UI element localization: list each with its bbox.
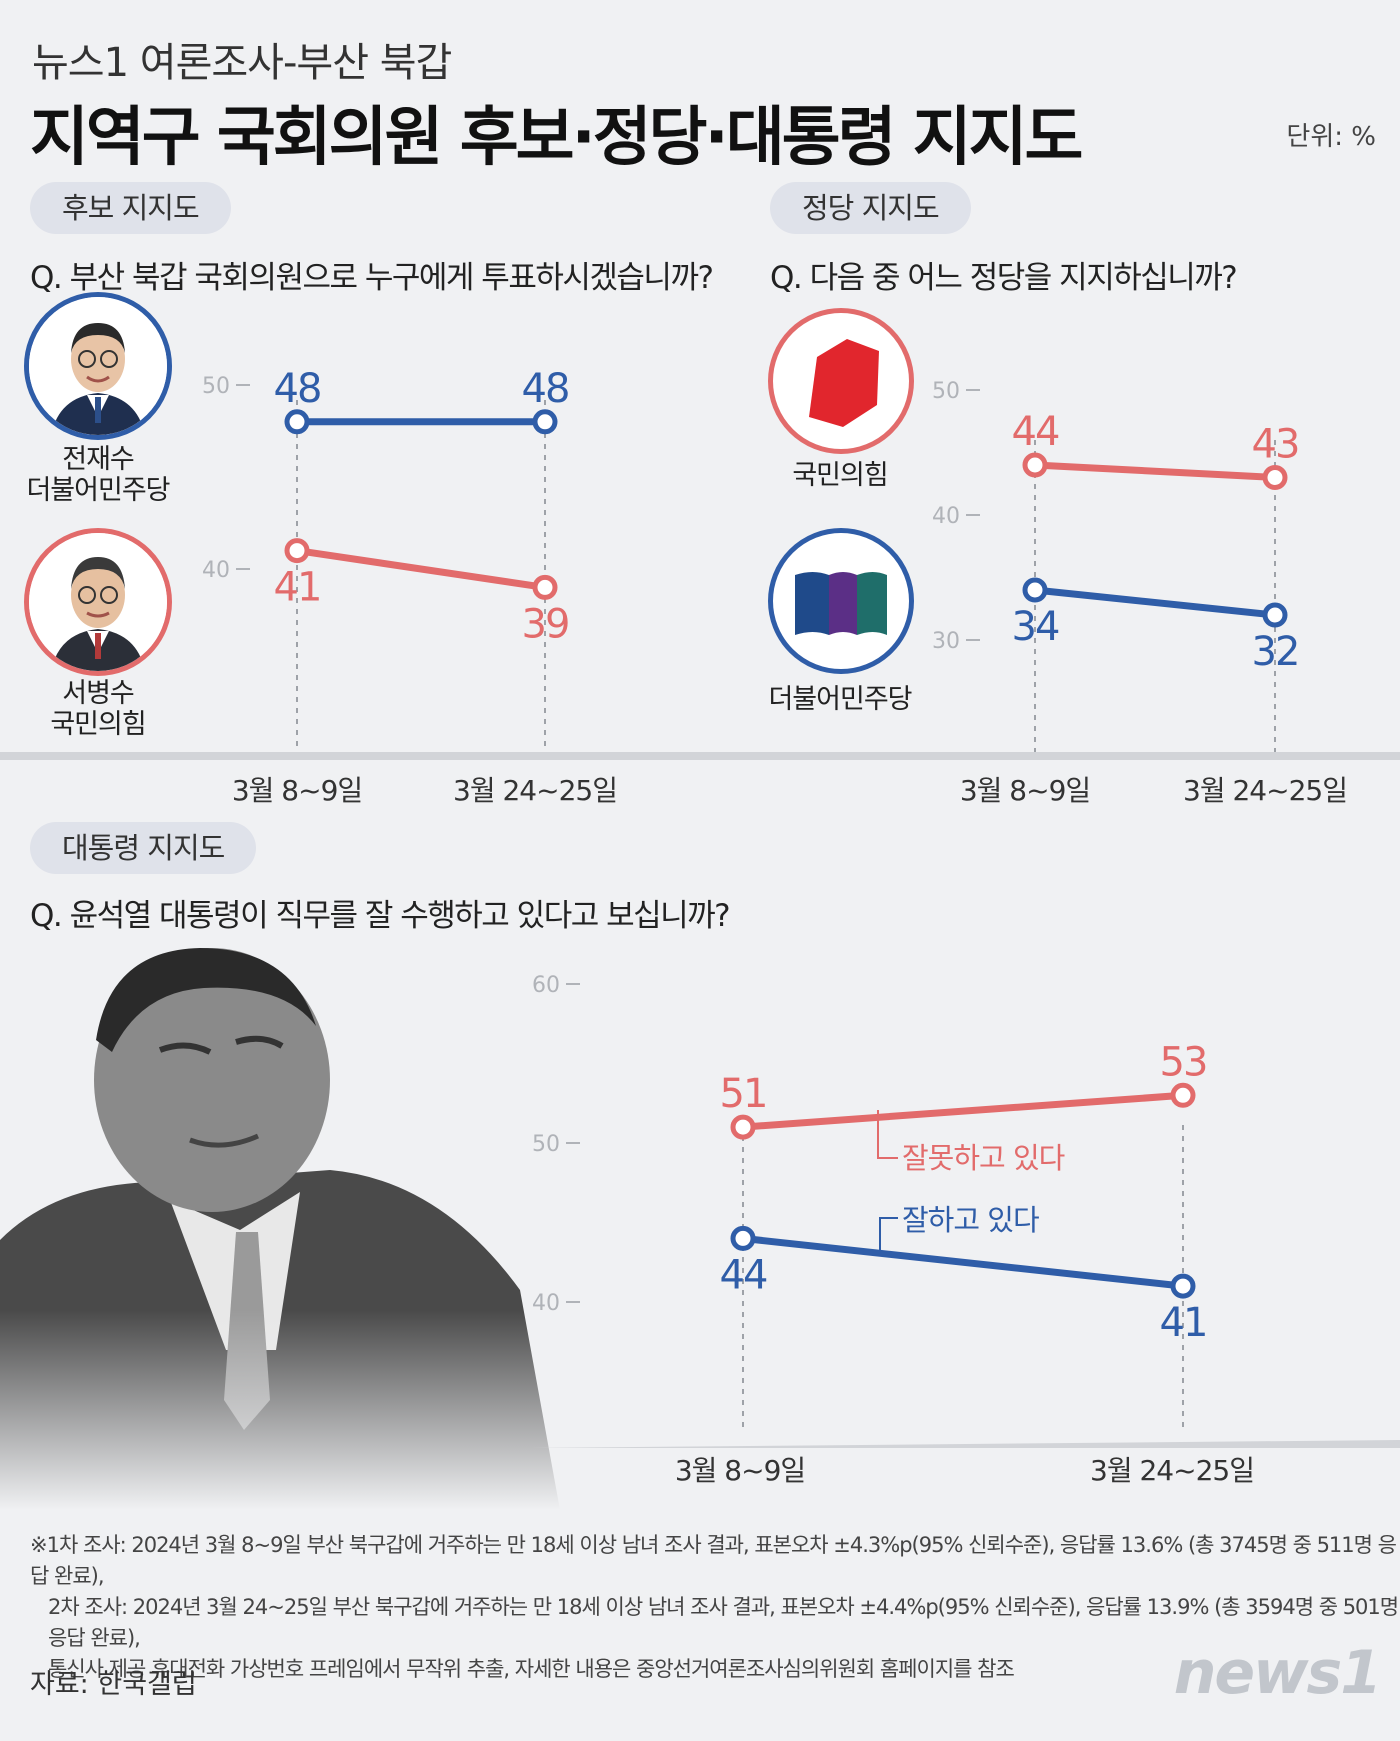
data-label: 44 bbox=[1012, 409, 1059, 455]
data-label: 44 bbox=[720, 1252, 767, 1298]
data-label: 48 bbox=[274, 366, 321, 412]
person-portrait-icon bbox=[29, 297, 167, 435]
president-photo bbox=[0, 930, 560, 1510]
data-point bbox=[532, 574, 558, 600]
data-point bbox=[1262, 465, 1288, 490]
party-support-pill: 정당 지지도 bbox=[770, 182, 971, 234]
ppp-logo bbox=[768, 308, 914, 454]
data-point bbox=[1170, 1082, 1196, 1108]
series-label: 잘못하고 있다 bbox=[902, 1141, 1065, 1175]
dpk-label: 더불어민주당 bbox=[768, 684, 912, 715]
data-point bbox=[1170, 1273, 1196, 1299]
data-label: 48 bbox=[522, 366, 569, 412]
candidate2-photo bbox=[24, 528, 172, 676]
dpk-logo bbox=[768, 528, 914, 674]
series-label: 잘하고 있다 bbox=[902, 1203, 1039, 1237]
data-point bbox=[532, 409, 558, 435]
data-label: 43 bbox=[1252, 422, 1299, 468]
data-point bbox=[730, 1114, 756, 1140]
candidate-question: Q. 부산 북갑 국회의원으로 누구에게 투표하시겠습니까? bbox=[30, 260, 714, 296]
y-tick-label: 40 bbox=[932, 504, 960, 529]
dpk-logo-icon bbox=[795, 572, 887, 635]
series-line bbox=[742, 1234, 1184, 1290]
series-line bbox=[1034, 586, 1276, 619]
data-point bbox=[284, 409, 310, 435]
unit-label: 단위: % bbox=[1286, 122, 1376, 152]
callout-bracket bbox=[877, 1110, 898, 1159]
y-tick-label: 50 bbox=[202, 374, 230, 399]
y-tick-label: 40 bbox=[532, 1291, 560, 1316]
candidate2-name: 서병수 bbox=[62, 678, 135, 709]
ppp-logo-icon bbox=[809, 339, 879, 427]
candidate2-caption: 서병수 국민의힘 bbox=[10, 678, 186, 740]
callout-bracket bbox=[879, 1217, 898, 1250]
data-label: 51 bbox=[720, 1071, 767, 1117]
section-divider-bottom bbox=[530, 1440, 1400, 1448]
data-label: 53 bbox=[1160, 1039, 1207, 1085]
president-silhouette-icon bbox=[0, 948, 560, 1510]
series-line bbox=[296, 547, 546, 591]
survey-notes: ※1차 조사: 2024년 3월 8~9일 부산 북구갑에 거주하는 만 18세… bbox=[30, 1530, 1400, 1685]
source-label: 자료: 한국갤럽 bbox=[30, 1669, 197, 1700]
x-tick-label: 3월 24~25일 bbox=[1090, 1454, 1254, 1487]
candidate1-party: 더불어민주당 bbox=[26, 475, 170, 506]
candidate1-name: 전재수 bbox=[62, 444, 135, 475]
header-subtitle: 뉴스1 여론조사-부산 북갑 bbox=[32, 40, 452, 86]
candidate1-caption: 전재수 더불어민주당 bbox=[10, 444, 186, 506]
data-point bbox=[1022, 577, 1048, 603]
series-line bbox=[742, 1091, 1184, 1131]
data-point bbox=[730, 1225, 756, 1251]
news1-logo: news1 bbox=[1173, 1638, 1382, 1708]
series-line bbox=[1034, 461, 1276, 481]
data-label: 34 bbox=[1012, 604, 1059, 650]
note-line-2: 2차 조사: 2024년 3월 24~25일 부산 북구갑에 거주하는 만 18… bbox=[48, 1595, 1399, 1650]
x-tick-label: 3월 8~9일 bbox=[960, 774, 1090, 807]
ppp-label: 국민의힘 bbox=[792, 460, 888, 491]
x-tick-label: 3월 8~9일 bbox=[675, 1454, 805, 1487]
person-portrait-icon bbox=[29, 533, 167, 671]
x-tick-label: 3월 24~25일 bbox=[1183, 774, 1347, 807]
y-tick-label: 30 bbox=[932, 629, 960, 654]
data-point bbox=[1022, 452, 1048, 478]
party-question: Q. 다음 중 어느 정당을 지지하십니까? bbox=[770, 260, 1238, 296]
y-tick-label: 40 bbox=[202, 558, 230, 583]
y-tick-label: 50 bbox=[932, 379, 960, 404]
page-title: 지역구 국회의원 후보·정당·대통령 지지도 bbox=[30, 101, 1083, 175]
data-point bbox=[1262, 602, 1288, 628]
candidate-support-pill: 후보 지지도 bbox=[30, 182, 231, 234]
note-line-1: ※1차 조사: 2024년 3월 8~9일 부산 북구갑에 거주하는 만 18세… bbox=[30, 1533, 1397, 1588]
x-tick-label: 3월 24~25일 bbox=[453, 774, 617, 807]
president-support-pill: 대통령 지지도 bbox=[30, 822, 257, 874]
y-tick-label: 60 bbox=[532, 973, 560, 998]
candidate1-photo bbox=[24, 292, 172, 440]
data-label: 32 bbox=[1252, 629, 1299, 675]
y-tick-label: 50 bbox=[532, 1132, 560, 1157]
president-question: Q. 윤석열 대통령이 직무를 잘 수행하고 있다고 보십니까? bbox=[30, 898, 731, 934]
data-label: 41 bbox=[274, 565, 321, 611]
candidate2-party: 국민의힘 bbox=[50, 709, 146, 740]
section-divider-top bbox=[0, 752, 1400, 760]
x-tick-label: 3월 8~9일 bbox=[232, 774, 362, 807]
data-point bbox=[284, 538, 310, 564]
note-line-3: 통신사 제공 휴대전화 가상번호 프레임에서 무작위 추출, 자세한 내용은 중… bbox=[48, 1657, 1015, 1681]
data-label: 39 bbox=[522, 601, 569, 647]
data-label: 41 bbox=[1160, 1300, 1207, 1346]
